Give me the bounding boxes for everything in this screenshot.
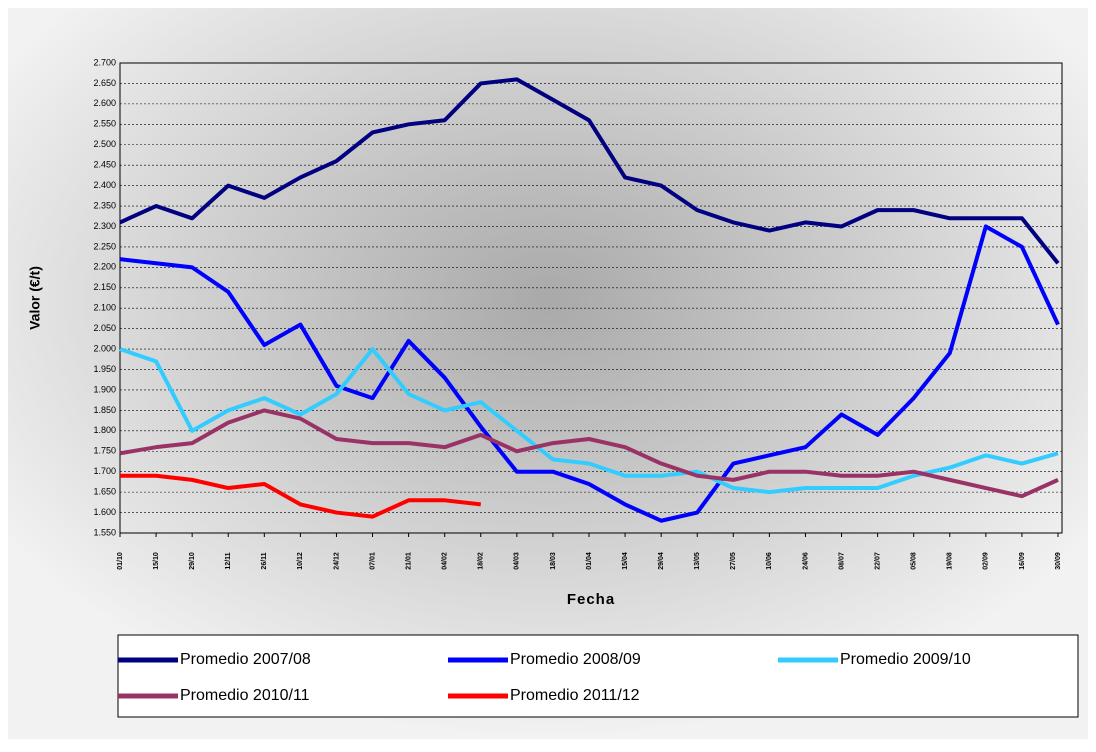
x-tick-label: 04/02 bbox=[442, 552, 449, 570]
series-line bbox=[120, 473, 481, 519]
x-tick-label: 01/10 bbox=[117, 552, 124, 570]
y-tick-label: 1.900 bbox=[93, 384, 116, 394]
x-tick-label: 05/08 bbox=[911, 552, 918, 570]
chart-background bbox=[8, 8, 1088, 739]
y-tick-label: 2.000 bbox=[93, 343, 116, 353]
x-tick-label: 27/05 bbox=[730, 552, 737, 570]
y-tick-label: 1.650 bbox=[93, 487, 116, 497]
x-tick-label: 10/12 bbox=[297, 552, 304, 570]
legend-label: Promedio 2007/08 bbox=[180, 651, 311, 668]
x-tick-label: 10/06 bbox=[766, 552, 773, 570]
x-tick-label: 26/11 bbox=[261, 552, 268, 569]
y-tick-label: 1.950 bbox=[93, 364, 116, 374]
series-line bbox=[119, 408, 1059, 499]
x-tick-label: 18/02 bbox=[478, 552, 485, 570]
y-tick-label: 1.600 bbox=[93, 507, 116, 517]
x-tick-label: 07/01 bbox=[369, 552, 376, 570]
legend-label: Promedio 2010/11 bbox=[180, 687, 310, 704]
y-tick-label: 2.550 bbox=[93, 119, 116, 129]
y-tick-label: 1.700 bbox=[93, 466, 116, 476]
x-tick-label: 18/03 bbox=[550, 552, 557, 570]
x-tick-label: 22/07 bbox=[874, 552, 881, 570]
x-tick-label: 15/10 bbox=[153, 552, 160, 570]
y-tick-label: 2.700 bbox=[93, 57, 116, 67]
x-tick-label: 29/04 bbox=[658, 552, 665, 570]
x-tick-label: 02/09 bbox=[983, 552, 990, 570]
y-tick-label: 2.450 bbox=[93, 160, 116, 170]
x-tick-label: 29/10 bbox=[189, 552, 196, 570]
y-tick-label: 1.550 bbox=[93, 527, 116, 537]
x-tick-label: 04/03 bbox=[514, 552, 521, 570]
x-tick-label: 13/05 bbox=[694, 552, 701, 570]
y-tick-label: 1.800 bbox=[93, 425, 116, 435]
y-tick-label: 2.500 bbox=[93, 139, 116, 149]
legend-label: Promedio 2011/12 bbox=[510, 687, 640, 704]
x-axis-label: Fecha bbox=[567, 591, 615, 608]
x-tick-label: 19/08 bbox=[947, 552, 954, 570]
x-tick-label: 12/11 bbox=[225, 552, 232, 569]
y-tick-label: 1.750 bbox=[93, 446, 116, 456]
x-tick-label: 08/07 bbox=[838, 552, 845, 570]
x-tick-label: 01/04 bbox=[586, 552, 593, 570]
y-tick-label: 2.200 bbox=[93, 262, 116, 272]
y-tick-label: 2.150 bbox=[93, 282, 116, 292]
x-tick-label: 16/09 bbox=[1019, 552, 1026, 570]
x-tick-label: 21/01 bbox=[405, 552, 412, 570]
y-tick-label: 1.850 bbox=[93, 405, 116, 415]
y-tick-label: 2.600 bbox=[93, 98, 116, 108]
series-line bbox=[119, 224, 1060, 523]
plot-frame bbox=[119, 62, 1063, 534]
legend-label: Promedio 2009/10 bbox=[840, 651, 971, 668]
series-line bbox=[119, 77, 1060, 265]
legend-label: Promedio 2008/09 bbox=[510, 651, 641, 668]
x-tick-label: 15/04 bbox=[622, 552, 629, 570]
x-tick-label: 24/12 bbox=[333, 552, 340, 570]
y-axis-label: Valor (€/t) bbox=[27, 266, 43, 330]
y-tick-label: 2.300 bbox=[93, 221, 116, 231]
y-tick-label: 2.400 bbox=[93, 180, 116, 190]
y-tick-label: 2.100 bbox=[93, 303, 116, 313]
legend bbox=[117, 634, 1079, 718]
x-tick-label: 30/09 bbox=[1055, 552, 1062, 570]
y-tick-label: 2.350 bbox=[93, 200, 116, 210]
y-tick-label: 2.050 bbox=[93, 323, 116, 333]
y-tick-label: 2.650 bbox=[93, 78, 116, 88]
series-line bbox=[119, 347, 1059, 495]
y-tick-label: 2.250 bbox=[93, 241, 116, 251]
x-tick-label: 24/06 bbox=[802, 552, 809, 570]
